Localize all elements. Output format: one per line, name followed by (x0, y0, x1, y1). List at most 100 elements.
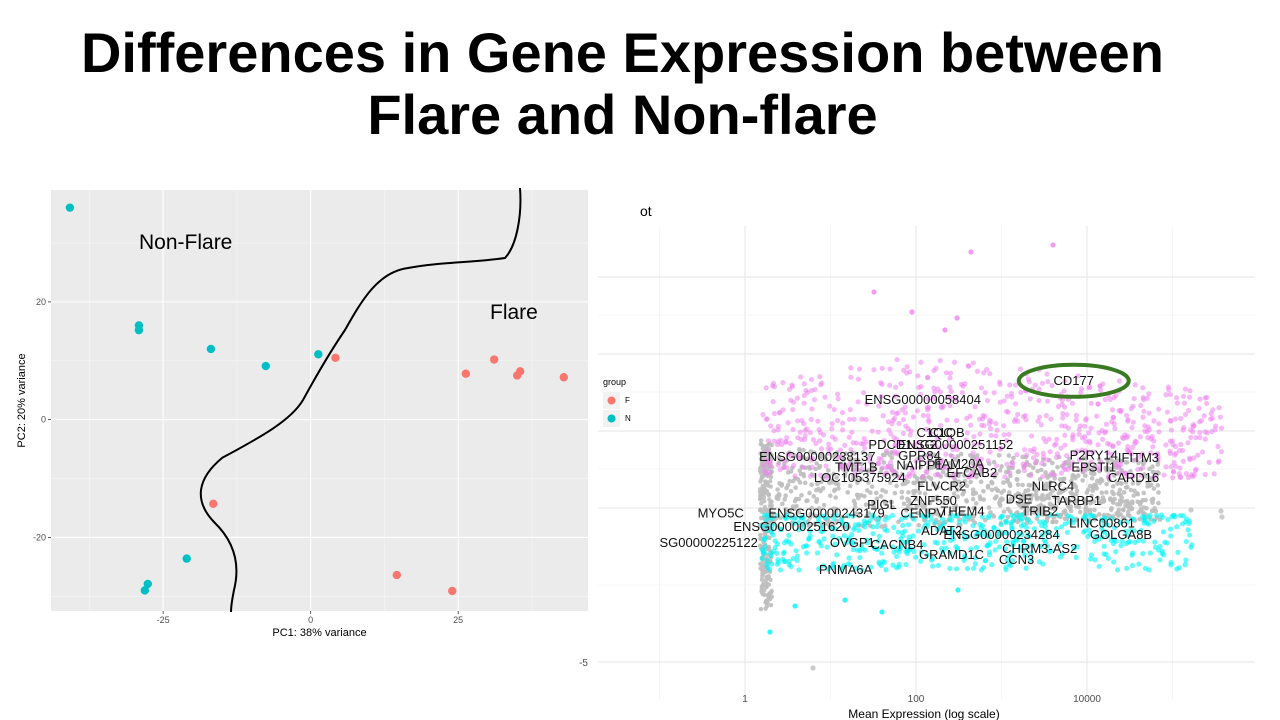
ma-point (842, 442, 848, 448)
ma-point (987, 540, 993, 546)
ma-point (1050, 488, 1056, 493)
ma-point (776, 455, 782, 460)
ma-point (986, 505, 992, 510)
ma-point (779, 481, 785, 487)
ma-point (964, 499, 969, 504)
ma-point (791, 462, 797, 468)
ma-point (1119, 499, 1125, 504)
ma-point (769, 511, 774, 516)
ma-point (842, 473, 848, 478)
ma-point (988, 432, 994, 438)
ma-point (876, 455, 882, 462)
ma-point (1003, 520, 1009, 526)
ma-point (758, 606, 764, 612)
ma-point (968, 422, 974, 428)
ma-point (1048, 548, 1054, 554)
ma-point (905, 522, 912, 528)
ma-point (1137, 479, 1142, 484)
ma-x-tick-label: 100 (908, 694, 925, 705)
ma-point (879, 381, 885, 387)
ma-point (817, 539, 823, 546)
ma-point (994, 463, 1000, 469)
ma-point (1006, 498, 1012, 504)
ma-point (1029, 433, 1035, 439)
ma-point (952, 507, 958, 512)
ma-point (1210, 407, 1216, 413)
ma-point (1052, 494, 1057, 500)
ma-point (790, 504, 796, 509)
ma-point (930, 563, 936, 569)
ma-gene-label: PIGL (867, 497, 897, 512)
ma-point (1001, 432, 1007, 438)
ma-point (876, 460, 882, 466)
ma-point (1062, 442, 1068, 448)
ma-point (1028, 473, 1034, 479)
ma-point (1080, 478, 1085, 483)
ma-point (947, 384, 953, 390)
ma-point (830, 564, 836, 570)
ma-point (850, 440, 856, 446)
ma-point (1157, 543, 1163, 550)
ma-point (929, 516, 935, 522)
ma-point (1001, 480, 1006, 485)
ma-point (769, 503, 774, 508)
ma-point (892, 490, 898, 496)
ma-point (808, 457, 814, 463)
ma-point (1131, 493, 1137, 498)
ma-point (1169, 514, 1175, 520)
ma-point (947, 402, 953, 409)
ma-point (820, 432, 827, 438)
ma-point (1163, 392, 1169, 398)
ma-x-axis-label: Mean Expression (log scale) (848, 707, 999, 720)
ma-point (867, 518, 873, 524)
ma-point (786, 532, 792, 538)
ma-point (812, 473, 817, 478)
ma-point (921, 505, 926, 510)
ma-point (1017, 502, 1022, 508)
ma-point (1007, 382, 1013, 388)
ma-point (818, 472, 824, 478)
ma-point (852, 451, 858, 456)
ma-point (1053, 525, 1060, 532)
ma-point (987, 449, 993, 455)
ma-point (1130, 473, 1136, 479)
ma-point (1130, 481, 1136, 486)
ma-point (1079, 447, 1085, 453)
ma-point (1054, 532, 1060, 538)
ma-point (986, 421, 992, 427)
ma-point (933, 507, 939, 513)
ma-point (786, 558, 792, 565)
ma-point (1025, 507, 1031, 513)
ma-point (911, 480, 916, 486)
ma-point (1022, 447, 1028, 453)
ma-point (816, 426, 822, 433)
ma-point (1140, 459, 1145, 465)
ma-point (1138, 527, 1144, 534)
ma-point (968, 546, 974, 552)
ma-point (1015, 482, 1021, 487)
ma-point (999, 497, 1005, 502)
ma-outlier-point (842, 597, 848, 603)
ma-point (1129, 516, 1135, 522)
ma-outlier-point (942, 327, 948, 333)
slide-title: Differences in Gene Expression between F… (0, 22, 1245, 146)
ma-point (1024, 516, 1030, 522)
ma-point (978, 467, 984, 474)
ma-point (759, 577, 765, 582)
ma-point (951, 474, 957, 480)
ma-gene-label: GPR84 (898, 448, 941, 463)
ma-gene-label: GOLGA8B (1090, 527, 1152, 542)
ma-point (851, 526, 857, 532)
ma-point (971, 505, 976, 511)
ma-point (832, 526, 838, 532)
ma-point (870, 524, 876, 530)
ma-point (827, 520, 833, 525)
ma-point (974, 544, 980, 551)
ma-point (1135, 466, 1141, 473)
ma-point (762, 588, 767, 593)
ma-point (1166, 387, 1172, 393)
ma-point (885, 463, 891, 469)
ma-point (998, 522, 1004, 528)
ma-point (864, 540, 871, 546)
ma-point (985, 458, 991, 464)
